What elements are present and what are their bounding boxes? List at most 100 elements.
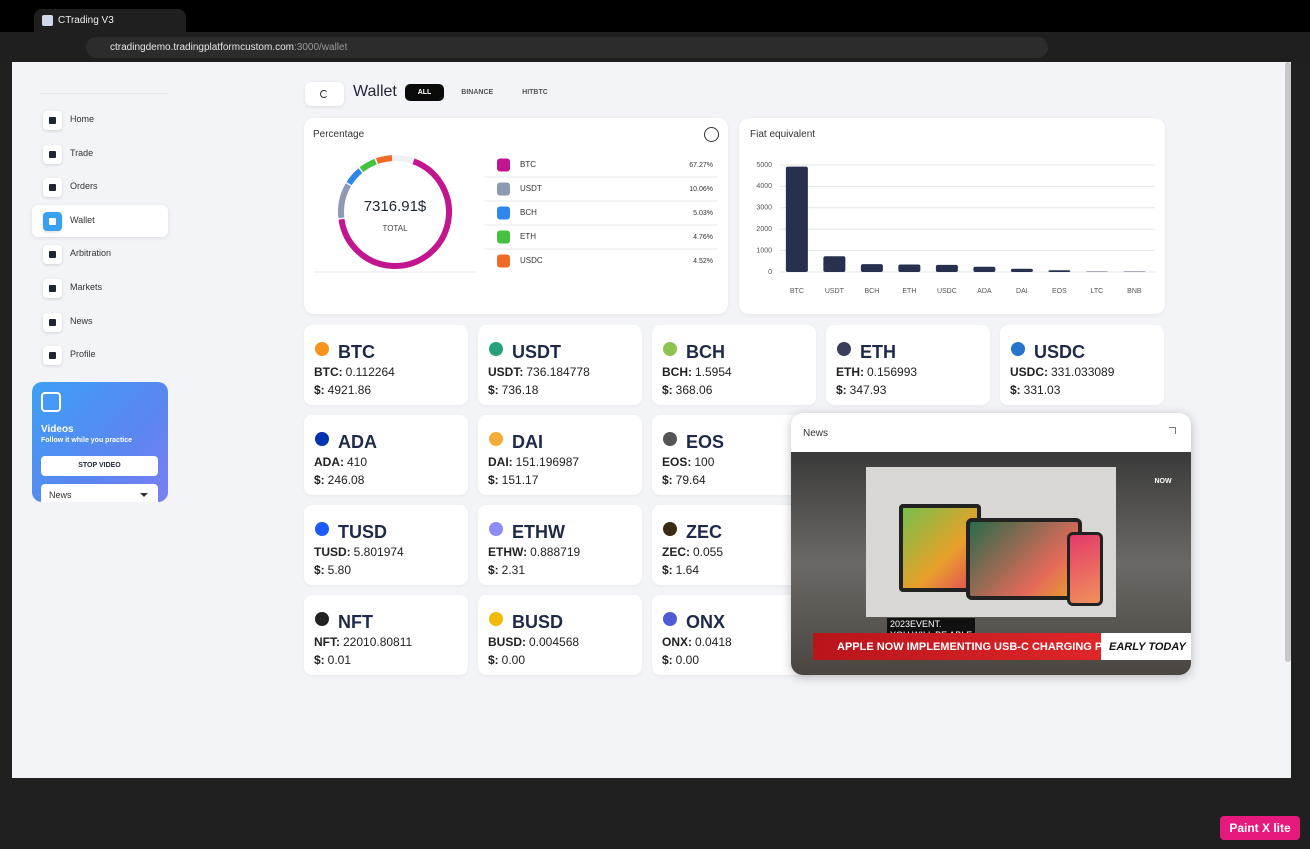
usd-value: 0.01 [327,653,352,667]
nav-label: Wallet [70,214,95,225]
stop-video-button[interactable]: STOP VIDEO [41,456,158,476]
nav-icon [43,346,62,366]
exchange-tab[interactable]: BINANCE [461,89,494,96]
usd-label: $: [662,473,673,487]
watermark: Paint X lite [1220,816,1300,840]
nav-item[interactable]: Home [32,104,168,136]
nav-item[interactable]: News [32,306,168,338]
y-tick-label: 1000 [756,247,772,254]
nav-icon [43,144,62,164]
charts: BTC 67.27% USDT 10.06% BCH 5.03% ETH 4.76% USDC 4… [314,155,1155,295]
coin-icon [315,432,329,446]
coin-symbol: DAI [512,432,543,452]
fiat-panel: Fiat equivalent [739,118,1165,314]
amount-label: ETH: [836,365,864,379]
coin-icon [489,522,503,536]
x-tick-label: BCH [864,288,879,295]
coin-card: DAI DAI: 151.196987 $: 151.17 [478,415,642,495]
usd-line: $: 79.64 [662,473,706,487]
donut-segment [376,155,393,164]
nav-label: Orders [70,181,98,192]
amount-value: 0.112264 [345,365,395,379]
amount-value: 0.888719 [530,545,581,559]
coin-card: ADA ADA: 410 $: 246.08 [304,415,468,495]
legend-value: 10.06% [689,186,713,193]
usd-label: $: [662,563,673,577]
news-badge: NOW [1154,478,1172,485]
coin-card: USDT USDT: 736.184778 $: 736.18 [478,325,642,405]
x-tick-label: USDC [937,288,957,295]
amount-line: BTC: 0.112264 [314,365,395,379]
amount-label: BUSD: [488,635,526,649]
video-player[interactable]: NOW 2023EVENT.YOU WILL BE ABLE APPLE NOW… [791,452,1191,675]
usd-line: $: 4921.86 [314,383,371,397]
legend-swatch [497,182,510,196]
nav-label: Markets [70,282,103,292]
coin-card: BCH BCH: 1.5954 $: 368.06 [652,325,816,405]
nav-item[interactable]: Profile [32,339,168,371]
popup-title: News [803,428,829,439]
coin-symbol: USDC [1034,342,1086,362]
coin-symbol: BTC [338,342,375,362]
coin-icon [1011,342,1025,356]
nav-icon [43,111,62,130]
coin-card: BUSD BUSD: 0.004568 $: 0.00 [478,595,642,675]
x-tick-label: DAI [1016,288,1028,295]
amount-value: 736.184778 [526,365,590,379]
usd-line: $: 736.18 [488,383,538,397]
show-brand: EARLY TODAY [1101,633,1191,660]
usd-line: $:0.01 [314,653,351,667]
usd-value: 331.03 [1023,383,1061,397]
usd-label: $: [488,653,499,667]
info-icon[interactable] [704,127,719,142]
bar [1010,268,1033,272]
coin-card: ZEC ZEC: 0.055 $: 1.64 [652,505,816,585]
bar [860,264,883,272]
usd-value: 151.17 [501,473,539,487]
scrollbar[interactable] [1285,62,1291,662]
coin-symbol: ETH [860,342,896,362]
nav-item[interactable]: Trade [32,138,168,170]
coin-icon [663,522,677,536]
coin-symbol: NFT [338,612,373,632]
expand-icon[interactable] [1169,427,1176,434]
nav-glyph [49,318,56,326]
page-title: Wallet [353,83,397,100]
tab[interactable]: CTrading V3 [34,9,186,32]
nav-icon [43,312,62,332]
y-tick-label: 0 [768,269,772,276]
x-tick-label: LTC [1091,288,1104,295]
usd-value: 347.93 [849,383,887,397]
panel-title: Percentage [313,129,365,140]
bar [785,166,808,272]
donut-total-label: TOTAL [382,224,408,233]
nav-icon [43,178,62,198]
nav-item[interactable]: Orders [32,171,168,203]
usd-label: $: [836,383,847,397]
legend-value: 4.76% [693,234,713,241]
toolbar: ctradingdemo.tradingplatformcustom.com:3… [0,32,1310,62]
video-select[interactable]: News [41,484,158,502]
url: ctradingdemo.tradingplatformcustom.com:3… [110,42,347,53]
coin-icon [837,342,851,356]
tab-icon [42,15,53,26]
amount-label: ADA: [314,455,344,469]
exchange-tab[interactable]: ALL [405,84,444,101]
amount-value: 0.156993 [867,365,918,379]
amount-label: DAI: [488,455,513,469]
tab-strip [0,0,1310,32]
nav-item[interactable]: Arbitration [32,238,168,270]
amount-line: BCH: 1.5954 [662,365,732,379]
nav-item[interactable]: Markets [32,272,168,304]
amount-value: 151.196987 [515,455,580,469]
refresh-button[interactable] [305,82,344,106]
usd-value: 1.64 [675,563,700,577]
donut-segment [346,168,363,186]
nav-item[interactable]: Wallet [32,204,168,237]
address-bar[interactable]: ctradingdemo.tradingplatformcustom.com:3… [86,37,1048,58]
y-tick-label: 3000 [756,205,772,212]
exchange-tab[interactable]: HITBTC [522,89,548,96]
bar [973,266,996,272]
y-tick-label: 5000 [756,162,772,169]
